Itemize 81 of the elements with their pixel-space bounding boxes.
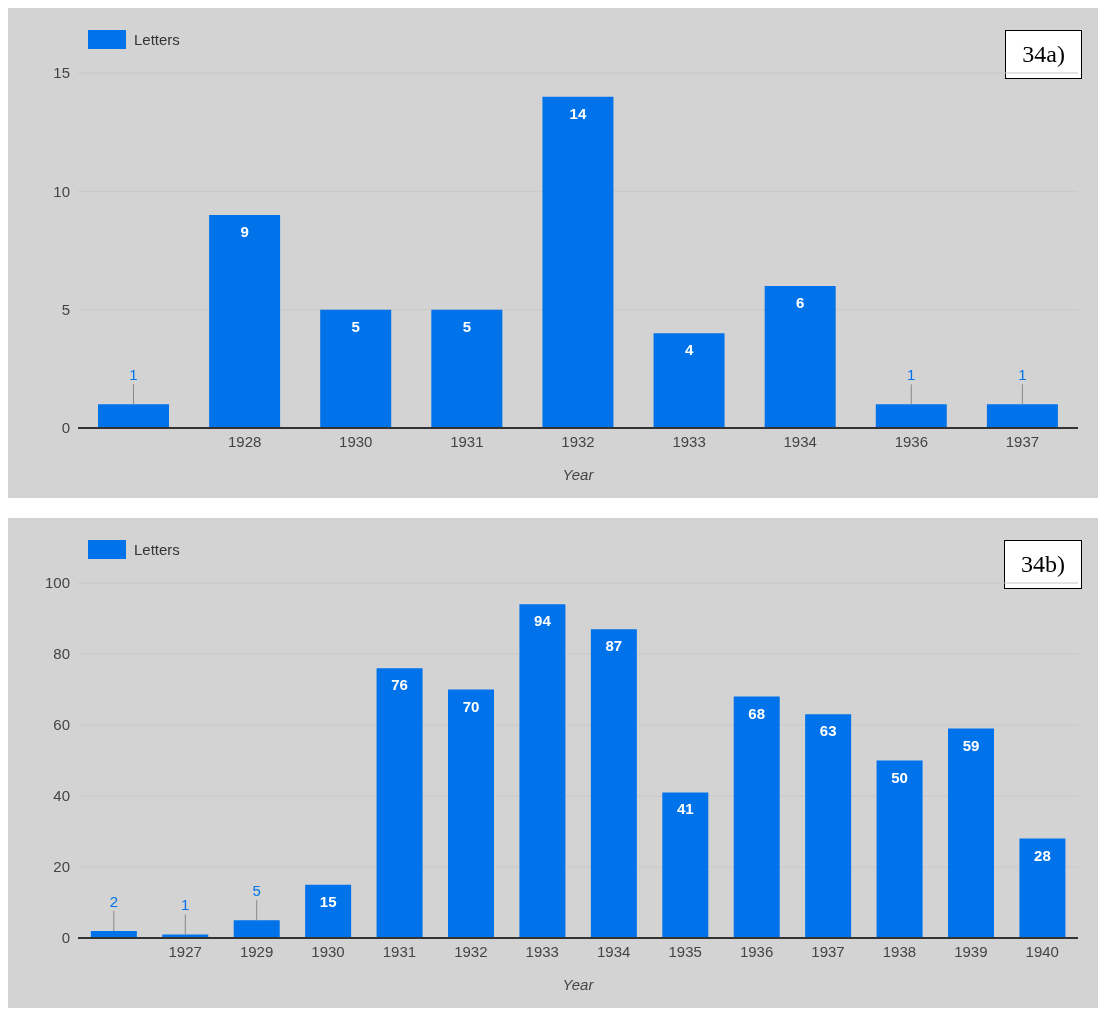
x-tick-label: 1934 [783,432,817,450]
text: 34b) [1004,540,1082,589]
bar [320,309,392,428]
data-label: 4 [684,341,694,359]
x-tick-label: 1930 [339,432,373,450]
bar [305,884,352,938]
x-tick-label: 1932 [454,942,488,960]
bar [733,696,780,938]
data-label: 6 [795,294,805,311]
x-tick-label: 1937 [811,942,845,960]
x-tick-label: 1933 [525,942,559,960]
bar [448,689,494,938]
bar [876,760,923,938]
data-label: 70 [462,697,480,715]
data-label: 59 [962,736,980,754]
bar [590,629,637,938]
x-tick-label: 1933 [672,432,706,450]
y-tick-label: 60 [53,716,70,734]
y-tick-label: 15 [53,64,70,82]
bar [805,714,852,938]
data-label: 5 [462,317,472,335]
data-label: 2 [109,892,119,910]
legend-label: Letters [134,31,180,48]
data-label: 1 [907,366,916,384]
bar [875,404,947,428]
x-tick-label: 1939 [954,942,988,960]
x-tick-label: 1927 [168,942,202,960]
data-label: 1 [129,366,138,384]
data-label: 87 [605,637,623,655]
data-label: 41 [676,800,694,818]
y-tick-label: 40 [53,787,70,805]
data-label: 68 [748,704,766,722]
bar [209,215,281,428]
data-label: 28 [1034,846,1051,864]
x-tick-label: 1940 [1025,942,1059,960]
data-label: 63 [819,722,837,740]
y-tick-label: 80 [53,645,70,663]
x-tick-label: 1931 [382,942,417,960]
data-label: 5 [252,882,261,900]
data-label: 50 [891,768,908,786]
x-tick-label: 1936 [739,942,774,960]
bar [1019,838,1066,938]
x-tick-label: 1932 [561,432,595,450]
bar [662,792,709,938]
data-label: 14 [569,104,587,122]
x-axis-title: Year [562,976,595,993]
data-label: 15 [319,892,337,910]
data-label: 5 [351,317,360,335]
bar [233,920,280,938]
x-axis-title: Year [562,466,595,483]
bar [431,309,503,428]
y-tick-label: 20 [53,858,70,876]
y-tick-label: 0 [61,929,70,947]
bar [542,96,614,428]
x-tick-label: 1929 [239,942,274,960]
y-tick-label: 10 [53,182,70,200]
data-label: 94 [534,612,552,630]
x-tick-label: 1930 [311,942,345,960]
data-label: 1 [1018,366,1027,384]
x-tick-label: 1935 [668,942,702,960]
legend-label: Letters [134,541,180,558]
data-label: 9 [240,223,249,240]
bar [653,333,725,428]
text: 34a) [1005,30,1082,79]
x-tick-label: 1938 [882,942,917,960]
bar [98,404,169,428]
y-tick-label: 5 [61,300,70,318]
x-tick-label: 1931 [450,432,484,450]
bar [948,728,994,938]
x-tick-label: 1928 [227,432,262,450]
y-tick-label: 100 [44,574,70,592]
x-tick-label: 1937 [1005,432,1040,450]
bar [986,404,1058,428]
bar [376,668,423,938]
x-tick-label: 1936 [894,432,929,450]
data-label: 76 [391,676,408,694]
bar [764,286,836,428]
x-tick-label: 1934 [597,942,631,960]
y-tick-label: 0 [61,419,70,437]
data-label: 1 [181,896,190,914]
bar [519,604,566,938]
